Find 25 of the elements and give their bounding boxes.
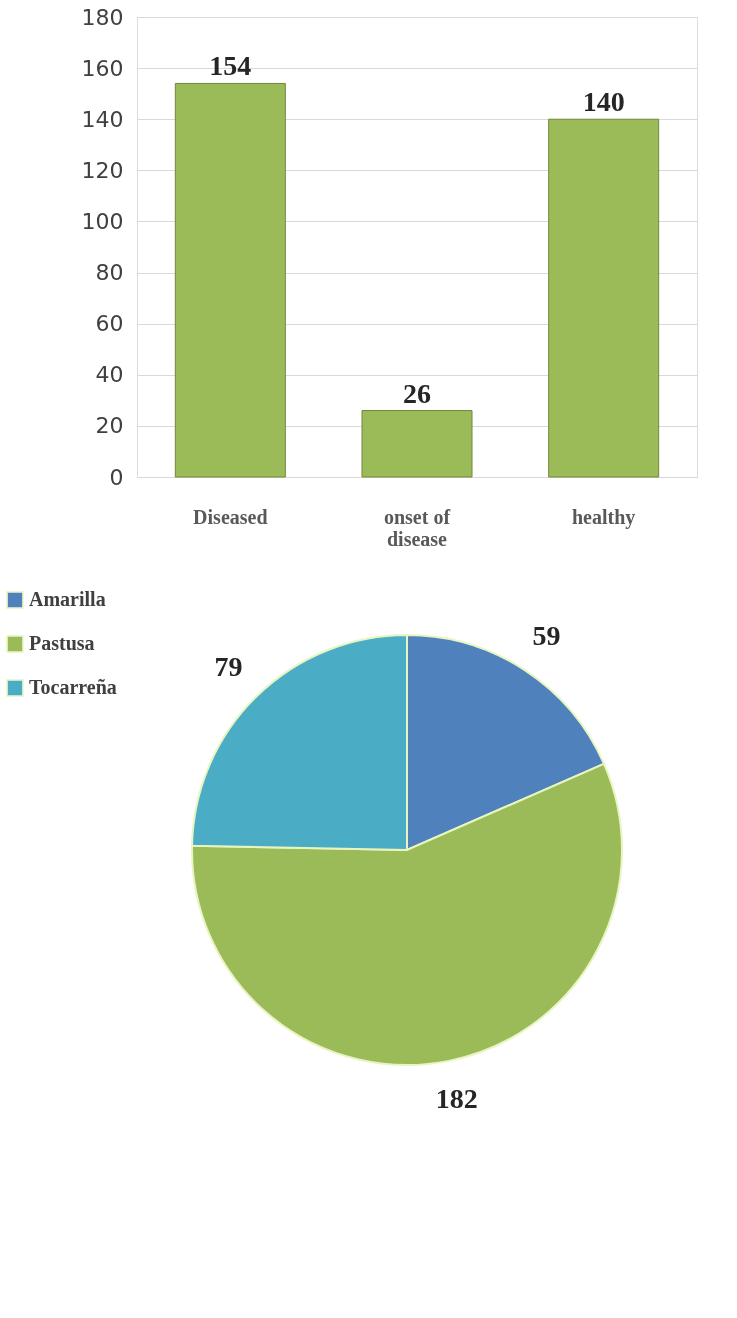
y-tick-label: 140 xyxy=(81,106,124,132)
data-label: 26 xyxy=(403,377,431,409)
bar xyxy=(361,410,473,478)
data-label: 154 xyxy=(209,50,252,82)
y-tick-label: 160 xyxy=(81,55,124,81)
data-label: 140 xyxy=(582,86,625,118)
y-tick-label: 20 xyxy=(95,413,124,439)
y-tick-label: 120 xyxy=(81,157,124,183)
bar xyxy=(174,82,286,478)
data-label: 182 xyxy=(435,1083,478,1115)
y-tick-label: 180 xyxy=(81,4,124,30)
y-tick-label: 60 xyxy=(95,311,124,337)
legend-label: Tocarreña xyxy=(29,676,117,698)
legend-label: Pastusa xyxy=(29,632,95,654)
bar xyxy=(548,118,660,478)
x-tick-label: Diseased xyxy=(193,505,268,528)
y-tick-label: 100 xyxy=(81,208,124,234)
x-tick-label: onset of disease xyxy=(383,505,451,550)
data-label: 59 xyxy=(532,619,561,651)
y-tick-label: 80 xyxy=(95,260,124,286)
y-tick-label: 0 xyxy=(109,464,124,490)
x-tick-label: healthy xyxy=(571,505,636,529)
legend-label: Amarilla xyxy=(29,588,106,610)
data-label: 79 xyxy=(214,650,243,682)
y-tick-label: 40 xyxy=(95,362,124,388)
